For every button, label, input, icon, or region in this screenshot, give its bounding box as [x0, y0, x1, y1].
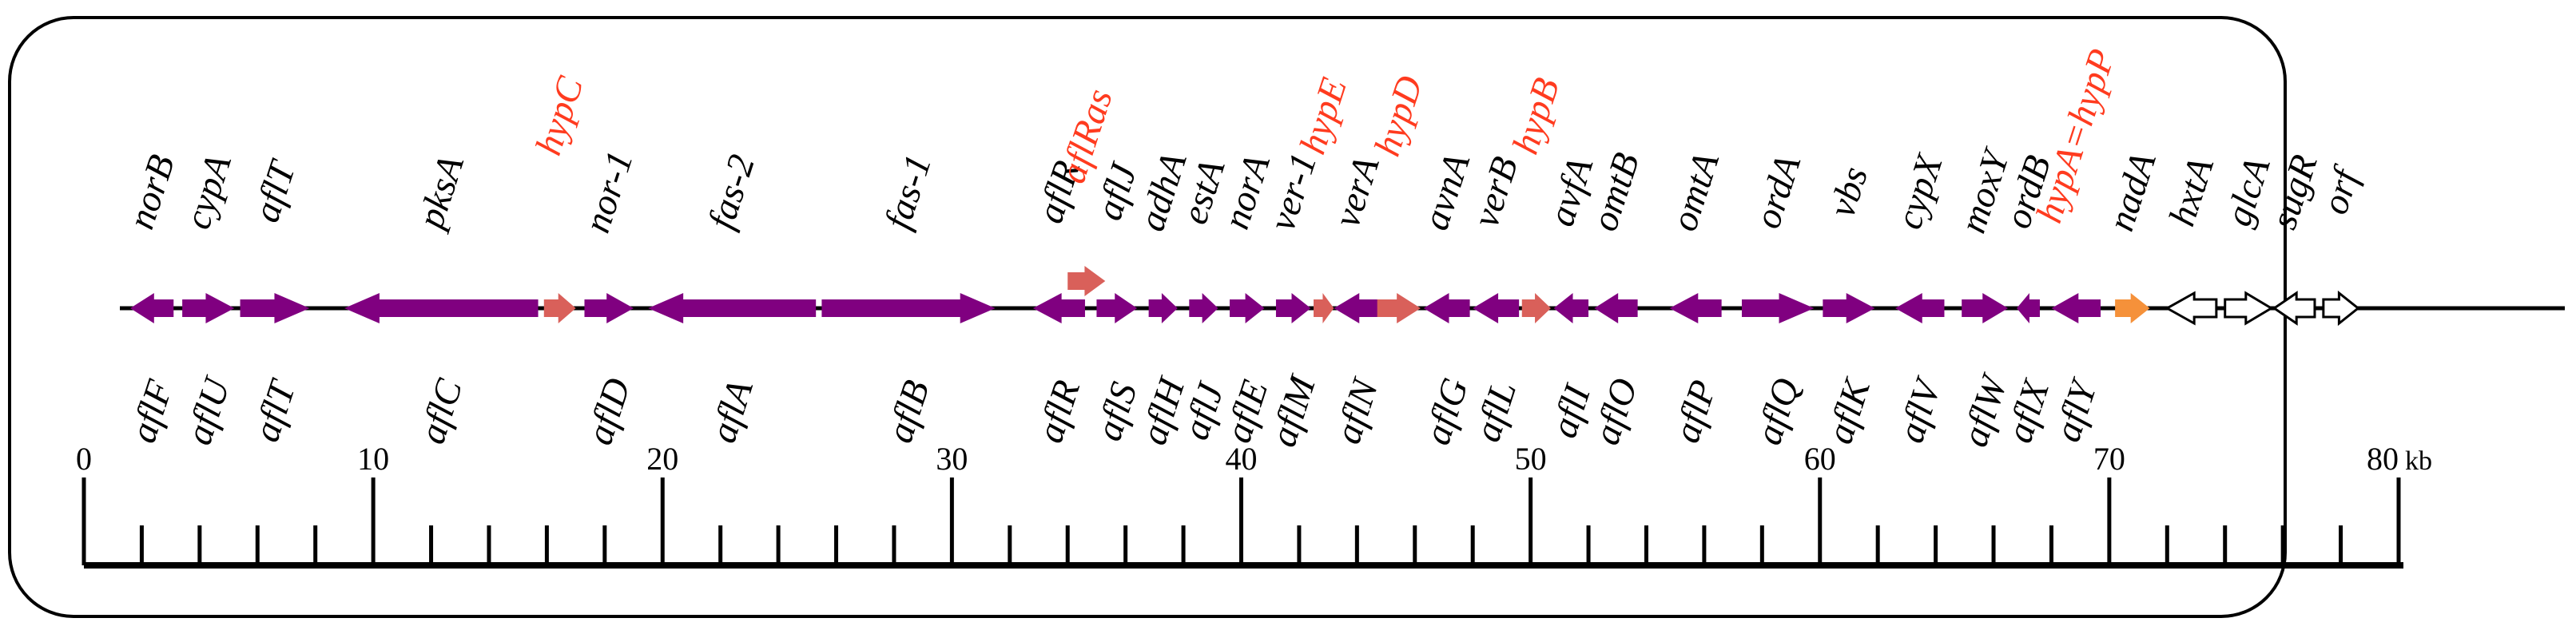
gene-bottom-label-hypa-hypp: aflY	[2047, 373, 2106, 447]
scale-tick-label: 0	[76, 441, 92, 477]
gene-top-label-vera: verA	[1326, 152, 1388, 232]
gene-arrow-nada	[2115, 293, 2150, 323]
gene-top-label-hypb: hypB	[1505, 73, 1568, 159]
gene-bottom-label-cypx: aflV	[1890, 371, 1950, 448]
gene-arrow-vera	[1334, 293, 1381, 323]
scale-tick-label: 30	[936, 441, 968, 477]
gene-arrow-avfa	[1553, 293, 1589, 323]
gene-top-label-cypx: cypX	[1888, 148, 1951, 234]
gene-top-label-pksa: pksA	[409, 151, 472, 236]
gene-top-label-norb: norB	[121, 150, 184, 234]
gene-arrow-cypx	[1894, 293, 1945, 323]
scale-tick-label: 80	[2367, 441, 2399, 477]
gene-arrow-aflt	[240, 293, 310, 323]
gene-bottom-label-fas-2: aflA	[702, 375, 761, 448]
gene-bottom-label-aflt: aflT	[245, 374, 304, 447]
gene-arrow-glca	[2224, 291, 2274, 326]
genes-layer: norBaflFcypAaflUaflTaflTpksAaflChypCnor-…	[121, 44, 2369, 451]
gene-bottom-label-vbs: aflK	[1819, 372, 1878, 449]
gene-top-label-orda: ordA	[1747, 150, 1809, 233]
gene-arrow-aflr	[1032, 293, 1085, 323]
gene-bottom-label-pksa: aflC	[411, 374, 471, 449]
gene-arrow-hypc	[543, 293, 576, 323]
scale-tick-label: 50	[1515, 441, 1547, 477]
gene-arrow-moxy	[1962, 293, 2009, 323]
scale-unit-label: kb	[2405, 446, 2432, 476]
gene-bottom-label-cypa: aflU	[178, 371, 239, 450]
gene-arrow-esta	[1189, 293, 1218, 323]
gene-bottom-label-fas-1: aflB	[879, 375, 938, 448]
gene-arrow-ver-1	[1275, 293, 1311, 323]
gene-top-label-avna: avnA	[1415, 149, 1478, 235]
gene-bottom-label-norb: aflF	[122, 374, 181, 448]
gene-arrow-hypa-hypp	[2051, 293, 2101, 323]
gene-bottom-label-omtb: aflO	[1586, 374, 1646, 450]
gene-top-label-hypc: hypC	[527, 72, 591, 160]
scale-bar: 0 10 20 30 40 50 60 70 80 kb	[76, 441, 2432, 569]
gene-arrow-ordb	[2016, 293, 2040, 323]
scale-tick-label: 40	[1226, 441, 1258, 477]
gene-arrow-verb	[1473, 293, 1520, 323]
gene-arrow-fas-1	[821, 293, 996, 323]
gene-bottom-label-orda: aflQ	[1747, 374, 1807, 450]
gene-arrow-aflras	[1067, 266, 1106, 296]
gene-top-label-sugr: sugR	[2263, 150, 2326, 234]
gene-top-label-vbs: vbs	[1821, 162, 1876, 223]
scale-tick-label: 70	[2093, 441, 2125, 477]
gene-arrow-sugr	[2272, 291, 2316, 326]
gene-arrow-omta	[1669, 293, 1722, 323]
gene-top-label-omta: omtA	[1664, 148, 1727, 236]
gene-top-label-omtb: omtB	[1584, 148, 1648, 236]
gene-arrow-hype	[1314, 293, 1334, 323]
gene-top-label-fas-1: fas-1	[877, 150, 940, 234]
gene-arrow-orf	[2322, 290, 2360, 327]
gene-arrow-norb	[129, 293, 174, 323]
gene-arrow-orda	[1741, 293, 1815, 323]
scale-tick-label: 10	[357, 441, 389, 477]
gene-top-label-cypa: cypA	[177, 149, 240, 234]
gene-arrow-hxta	[2165, 291, 2218, 326]
gene-arrow-aflj	[1096, 293, 1138, 323]
gene-top-label-hxta: hxtA	[2161, 153, 2222, 231]
gene-arrow-nor-1	[584, 293, 634, 323]
gene-arrow-pksa	[344, 293, 539, 323]
gene-bottom-label-omta: aflP	[1666, 375, 1725, 448]
gene-top-label-fas-2: fas-2	[701, 150, 764, 234]
gene-top-label-nor-1: nor-1	[576, 146, 641, 238]
gene-bottom-label-ver-1: aflM	[1262, 369, 1325, 451]
scale-tick-label: 60	[1804, 441, 1836, 477]
gene-arrow-fas-2	[648, 293, 817, 323]
gene-arrow-hypd	[1377, 293, 1421, 323]
gene-bottom-label-nor-1: aflD	[578, 374, 638, 450]
gene-top-label-hypd: hypD	[1366, 71, 1431, 161]
gene-arrow-vbs	[1823, 293, 1875, 323]
scale-tick-label: 20	[646, 441, 678, 477]
gene-bottom-label-vera: aflN	[1327, 372, 1387, 449]
gene-top-label-nada: nadA	[2101, 148, 2165, 236]
gene-arrow-cypa	[182, 293, 235, 323]
gene-arrow-avna	[1423, 293, 1470, 323]
gene-top-label-aflt: aflT	[245, 155, 304, 228]
gene-top-label-hype: hypE	[1292, 73, 1355, 159]
gene-arrow-omtb	[1594, 293, 1638, 323]
gene-bottom-label-aflr: aflR	[1029, 375, 1088, 448]
gene-bottom-label-avna: aflG	[1417, 374, 1477, 450]
gene-arrow-nora	[1230, 293, 1265, 323]
gene-arrow-adha	[1148, 293, 1178, 323]
gene-arrow-hypb	[1521, 293, 1551, 323]
